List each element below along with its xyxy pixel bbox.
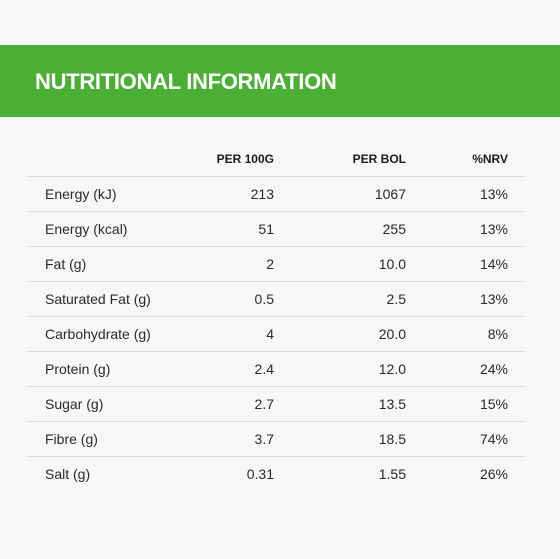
nutrient-name: Fibre (g) [27,421,207,457]
nutrient-name: Carbohydrate (g) [27,316,207,352]
row-spacer [508,386,525,422]
table-row: Fat (g) 2 10.0 14% [27,246,525,282]
value-nrv: 15% [406,386,508,422]
table-row: Saturated Fat (g) 0.5 2.5 13% [27,281,525,317]
row-spacer [508,211,525,247]
table-row: Fibre (g) 3.7 18.5 74% [27,421,525,457]
table-row: Salt (g) 0.31 1.55 26% [27,456,525,491]
value-per-bol: 1.55 [274,456,406,491]
value-nrv: 74% [406,421,508,457]
value-per-100g: 2.7 [207,386,274,422]
row-spacer [508,421,525,457]
value-per-100g: 51 [207,211,274,247]
value-nrv: 13% [406,281,508,317]
value-per-bol: 18.5 [274,421,406,457]
nutrient-name: Energy (kJ) [27,176,207,212]
column-header-per-bol: PER BOL [352,152,406,166]
row-spacer [508,281,525,317]
nutrient-name: Salt (g) [27,456,207,491]
row-spacer [508,351,525,387]
value-per-100g: 2.4 [207,351,274,387]
value-per-100g: 2 [207,246,274,282]
value-per-bol: 2.5 [274,281,406,317]
value-per-100g: 3.7 [207,421,274,457]
nutrient-name: Sugar (g) [27,386,207,422]
table-row: Sugar (g) 2.7 13.5 15% [27,386,525,422]
nutrient-name: Saturated Fat (g) [27,281,207,317]
column-header-nutrient [27,142,207,177]
value-nrv: 24% [406,351,508,387]
value-per-bol: 1067 [274,176,406,212]
row-spacer [508,176,525,212]
value-per-bol: 12.0 [274,351,406,387]
header-banner: NUTRITIONAL INFORMATION [0,45,560,117]
value-per-100g: 0.31 [207,456,274,491]
value-per-100g: 0.5 [207,281,274,317]
column-header-nrv: %NRV [472,152,508,166]
value-per-bol: 255 [274,211,406,247]
value-per-100g: 213 [207,176,274,212]
table-row: Carbohydrate (g) 4 20.0 8% [27,316,525,352]
row-spacer [508,316,525,352]
value-nrv: 13% [406,211,508,247]
value-nrv: 14% [406,246,508,282]
nutrient-name: Energy (kcal) [27,211,207,247]
table-row: Protein (g) 2.4 12.0 24% [27,351,525,387]
value-nrv: 8% [406,316,508,352]
table-row: Energy (kcal) 51 255 13% [27,211,525,247]
row-spacer [508,456,525,491]
nutrient-name: Protein (g) [27,351,207,387]
page-title: NUTRITIONAL INFORMATION [35,69,337,94]
nutrient-name: Fat (g) [27,246,207,282]
column-header-per-100g: PER 100G [216,152,274,166]
value-per-bol: 13.5 [274,386,406,422]
value-per-bol: 10.0 [274,246,406,282]
nutrition-table: PER 100G PER BOL %NRV Energy (kJ) 213 10… [27,142,525,491]
row-spacer [508,246,525,282]
value-per-100g: 4 [207,316,274,352]
table-row: Energy (kJ) 213 1067 13% [27,176,525,212]
value-per-bol: 20.0 [274,316,406,352]
value-nrv: 13% [406,176,508,212]
table-header-row: PER 100G PER BOL %NRV [27,142,525,177]
column-spacer [508,142,525,177]
value-nrv: 26% [406,456,508,491]
